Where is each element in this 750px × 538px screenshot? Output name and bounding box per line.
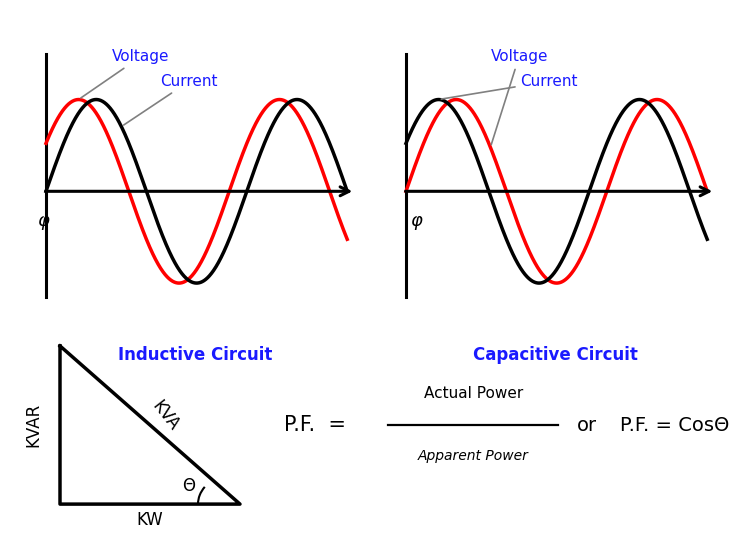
Text: KVA: KVA xyxy=(148,398,182,434)
Text: Capacitive Circuit: Capacitive Circuit xyxy=(472,346,638,364)
Text: φ: φ xyxy=(37,212,49,230)
Text: φ: φ xyxy=(410,212,422,230)
Text: Θ: Θ xyxy=(182,477,196,495)
Text: or: or xyxy=(578,415,597,435)
Text: P.F. = CosΘ: P.F. = CosΘ xyxy=(620,415,729,435)
Text: Apparent Power: Apparent Power xyxy=(418,449,529,463)
Text: Inductive Circuit: Inductive Circuit xyxy=(118,346,272,364)
Text: Actual Power: Actual Power xyxy=(424,386,523,401)
Text: Voltage: Voltage xyxy=(490,49,548,145)
Text: Voltage: Voltage xyxy=(81,49,170,98)
Text: KW: KW xyxy=(136,511,164,529)
Text: Current: Current xyxy=(441,74,578,99)
Text: P.F.  =: P.F. = xyxy=(284,415,346,435)
Text: KVAR: KVAR xyxy=(24,403,42,447)
Text: Current: Current xyxy=(124,74,218,125)
